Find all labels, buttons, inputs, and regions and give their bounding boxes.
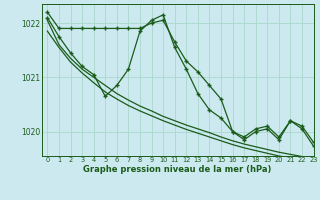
X-axis label: Graphe pression niveau de la mer (hPa): Graphe pression niveau de la mer (hPa)	[84, 165, 272, 174]
